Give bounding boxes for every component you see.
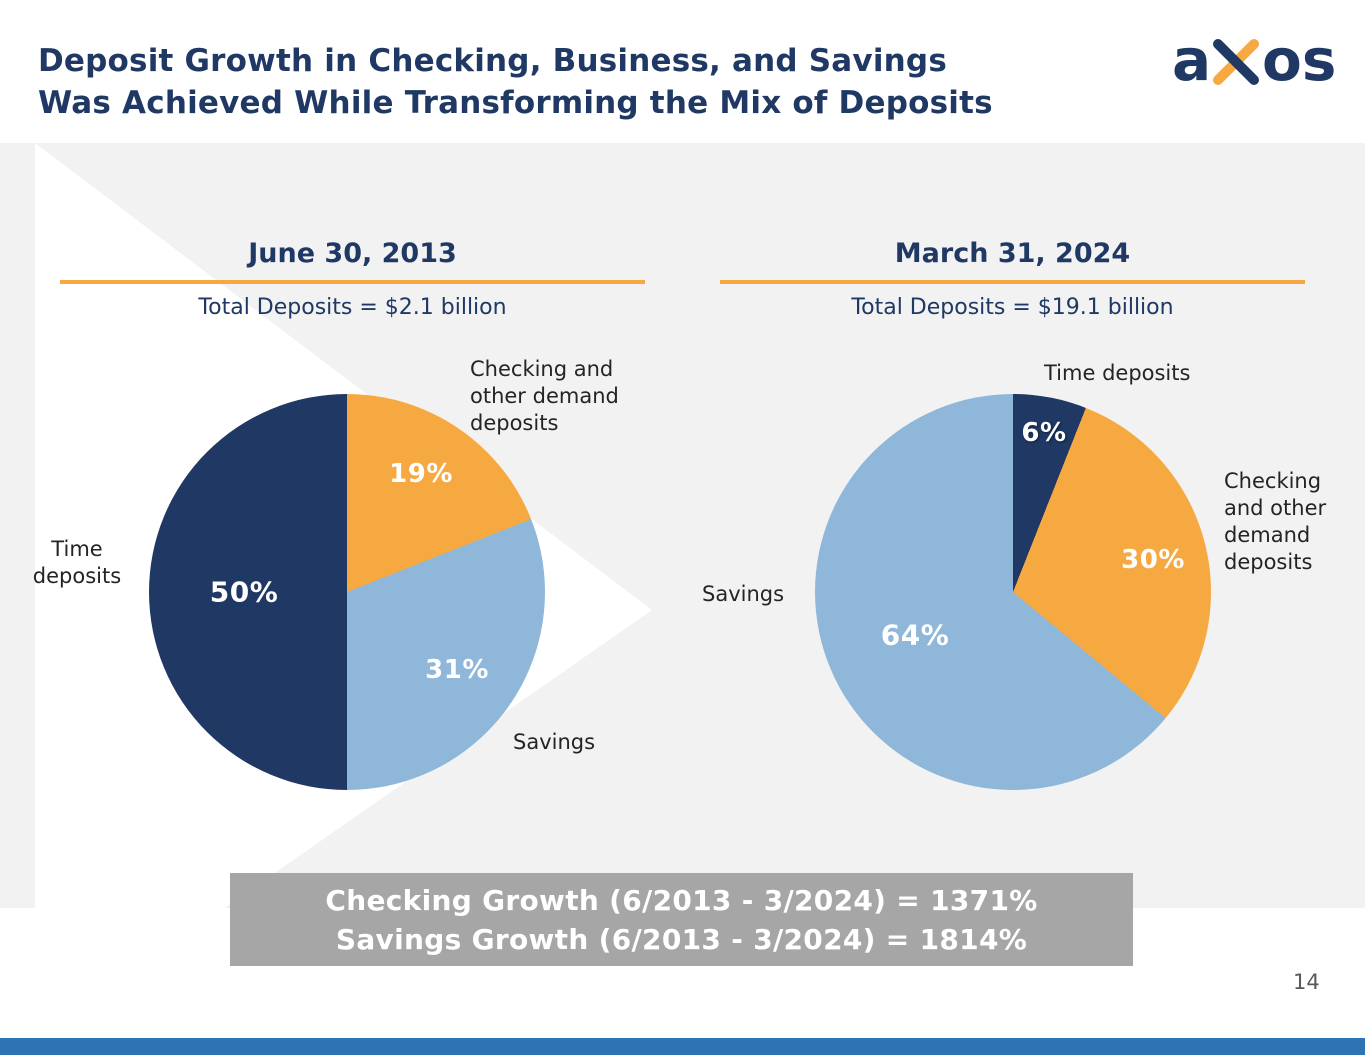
chart-2024-date: March 31, 2024 xyxy=(894,238,1131,269)
pie-2024-checking-label: Checking and other demand deposits xyxy=(1224,469,1327,574)
pie-2024-time-label: Time deposits xyxy=(1044,361,1191,385)
chart-2013-date: June 30, 2013 xyxy=(248,238,457,269)
axos-logo: a os xyxy=(1172,30,1336,92)
pie-2013-checking-label: Checking and other demand deposits xyxy=(470,357,619,435)
chart-2024-header: March 31, 2024 Total Deposits = $19.1 bi… xyxy=(720,238,1305,320)
pie-2024-savings-label: Savings xyxy=(702,582,785,606)
chart-2013-header: June 30, 2013 Total Deposits = $2.1 bill… xyxy=(60,238,645,320)
pie-2013-checking-percent: 19% xyxy=(389,459,453,489)
pie-chart-2024: 6% 30% 64% xyxy=(815,394,1211,790)
slide-title: Deposit Growth in Checking, Business, an… xyxy=(38,40,993,124)
chart-2024-total-deposits: Total Deposits = $19.1 billion xyxy=(851,295,1174,320)
footer-blue-bar xyxy=(0,1038,1365,1055)
page-number: 14 xyxy=(1293,970,1320,994)
chart-2013-orange-underline xyxy=(60,280,645,284)
savings-growth-text: Savings Growth (6/2013 - 3/2024) = 1814% xyxy=(335,922,1028,956)
pie-2013-savings-percent: 31% xyxy=(425,655,489,685)
logo-letters-os: os xyxy=(1262,30,1336,92)
checking-growth-text: Checking Growth (6/2013 - 3/2024) = 1371… xyxy=(325,883,1038,917)
growth-summary-banner: Checking Growth (6/2013 - 3/2024) = 1371… xyxy=(230,873,1133,966)
slide-title-line1: Deposit Growth in Checking, Business, an… xyxy=(38,43,947,79)
pie-2024-time-percent: 6% xyxy=(1021,418,1067,448)
pie-2024-checking-percent: 30% xyxy=(1121,545,1185,575)
pie-chart-2013: 19% 50% 31% xyxy=(149,394,545,790)
chart-2013-total-deposits: Total Deposits = $2.1 billion xyxy=(198,295,507,320)
pie-2013-time-label: Time deposits xyxy=(32,537,122,588)
pie-2013-savings-label: Savings xyxy=(513,730,596,754)
pie-2024-savings-percent: 64% xyxy=(880,618,950,652)
slide-title-line2: Was Achieved While Transforming the Mix … xyxy=(38,85,993,121)
pie-2013-time-percent: 50% xyxy=(209,575,279,609)
chart-2024-orange-underline xyxy=(720,280,1305,284)
logo-letter-a: a xyxy=(1172,30,1211,92)
logo-x-navy-stroke xyxy=(1213,39,1259,85)
